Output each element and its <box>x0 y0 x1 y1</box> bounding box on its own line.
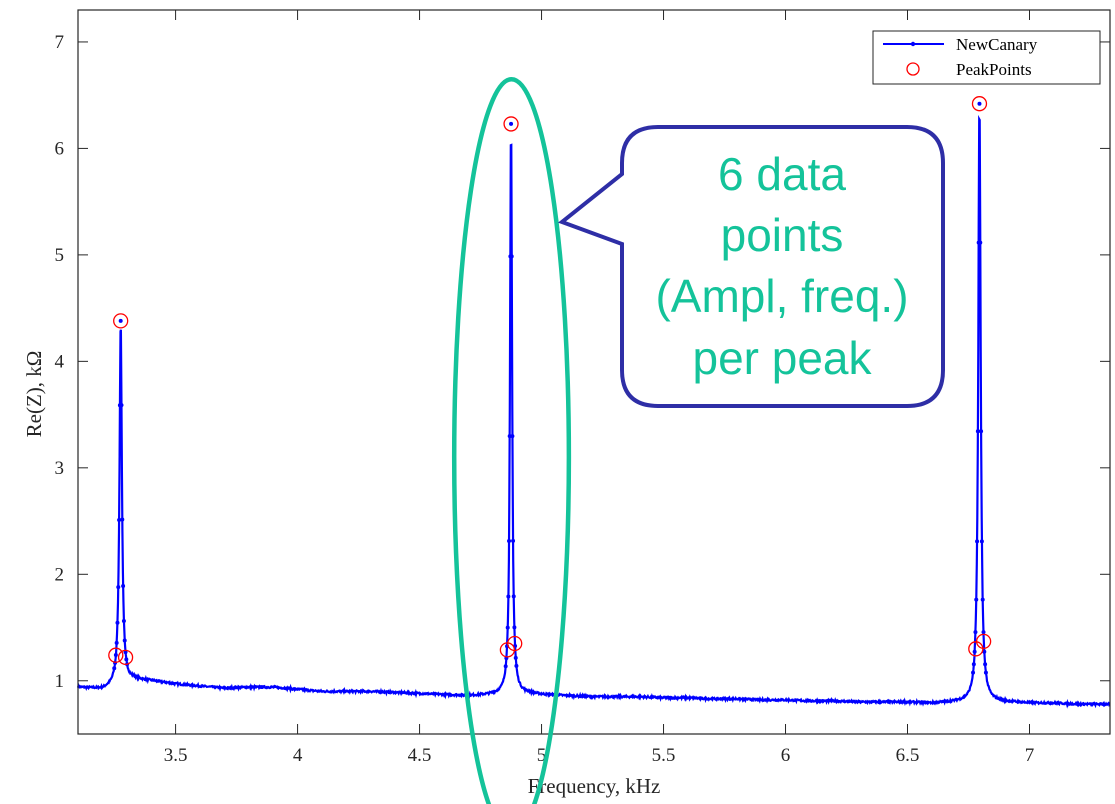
series-newcanary-point <box>975 429 980 434</box>
series-newcanary-point <box>971 662 976 667</box>
series-newcanary-point <box>506 594 511 599</box>
series-newcanary-point <box>512 625 517 630</box>
x-axis-label: Frequency, kHz <box>528 774 661 798</box>
y-tick-label: 2 <box>55 564 65 585</box>
y-tick-label: 6 <box>55 138 65 159</box>
series-newcanary-line <box>76 114 1111 709</box>
series-newcanary-point <box>121 619 126 624</box>
series-newcanary-point <box>983 662 988 667</box>
callout: 6 data points (Ampl, freq.) per peak <box>557 125 945 408</box>
y-tick-label: 1 <box>55 671 65 692</box>
series-newcanary-point <box>981 630 986 635</box>
series-newcanary-point <box>117 518 122 523</box>
series-newcanary-point <box>513 655 518 660</box>
x-tick-label: 6.5 <box>896 745 920 766</box>
legend-entry-newcanary: NewCanary <box>956 35 1038 54</box>
plot-area <box>76 101 1111 709</box>
y-tick-label: 7 <box>55 32 65 53</box>
series-newcanary-point <box>982 649 987 654</box>
annotation-ellipse <box>451 77 572 804</box>
series-newcanary-point <box>972 649 977 654</box>
series-newcanary-point <box>514 663 519 668</box>
y-tick-labels: 1 2 3 4 5 6 7 <box>55 32 65 692</box>
series-newcanary-point <box>122 638 127 643</box>
series-newcanary-point <box>510 434 515 439</box>
series-newcanary-point <box>979 429 984 434</box>
y-axis-label: Re(Z), kΩ <box>22 351 46 438</box>
peak-points-markers <box>108 96 992 665</box>
callout-line: (Ampl, freq.) <box>655 270 908 322</box>
series-newcanary-point <box>979 539 984 544</box>
peak-point-marker <box>975 633 992 650</box>
series-newcanary-point <box>509 121 514 126</box>
x-tick-label: 5.5 <box>652 745 676 766</box>
axis-ticks <box>78 10 1110 734</box>
series-newcanary-point <box>118 318 123 323</box>
axes-box <box>77 9 1111 735</box>
series-newcanary-point <box>116 585 121 590</box>
peak-point-marker <box>503 116 519 132</box>
series-newcanary-point <box>978 240 983 245</box>
series-newcanary-point <box>503 664 508 669</box>
series-newcanary-point <box>119 403 124 408</box>
legend-dot-icon <box>910 41 916 47</box>
series-newcanary-point <box>983 670 988 675</box>
series-newcanary-point <box>511 538 516 543</box>
series-newcanary-point <box>113 652 118 657</box>
x-tick-label: 4.5 <box>408 745 432 766</box>
legend-entry-peakpoints: PeakPoints <box>956 60 1032 79</box>
peak-point-marker <box>108 647 124 663</box>
series-newcanary-point <box>114 640 119 645</box>
series-newcanary-point <box>505 625 510 630</box>
series-newcanary-point <box>123 650 128 655</box>
x-tick-label: 7 <box>1025 745 1035 766</box>
series-newcanary-point <box>975 539 980 544</box>
callout-line: per peak <box>692 332 872 384</box>
series-newcanary-point <box>974 597 979 602</box>
series-newcanary-point <box>120 517 125 522</box>
series-newcanary-point <box>121 583 126 588</box>
series-newcanary-point <box>971 670 976 675</box>
series-newcanary-point <box>507 538 512 543</box>
x-tick-label: 3.5 <box>164 745 188 766</box>
y-tick-label: 4 <box>55 351 65 372</box>
series-newcanary-point <box>509 254 514 259</box>
series-newcanary-point <box>112 666 117 671</box>
callout-bubble <box>557 125 945 408</box>
peak-point-marker <box>971 96 988 112</box>
x-tick-label: 4 <box>293 745 303 766</box>
series-newcanary-point <box>980 597 985 602</box>
y-tick-label: 3 <box>55 458 65 479</box>
peak-point-marker <box>117 649 134 665</box>
peak-point-marker <box>507 635 523 652</box>
series-newcanary-point <box>977 101 982 106</box>
x-tick-labels: 3.5 4 4.5 5 5.5 6 6.5 7 <box>164 745 1035 766</box>
callout-line: points <box>721 209 844 261</box>
series-newcanary-point <box>511 594 516 599</box>
y-tick-label: 5 <box>55 245 65 266</box>
series-newcanary-point <box>124 657 129 662</box>
peak-point-marker <box>113 313 129 329</box>
series-newcanary-point <box>115 620 120 625</box>
series-newcanary-point <box>973 630 978 635</box>
x-tick-label: 6 <box>781 745 791 766</box>
legend-circle-icon <box>906 62 920 76</box>
legend: NewCanary PeakPoints <box>872 30 1101 85</box>
x-tick-label: 5 <box>537 745 547 766</box>
callout-line: 6 data <box>718 148 846 200</box>
